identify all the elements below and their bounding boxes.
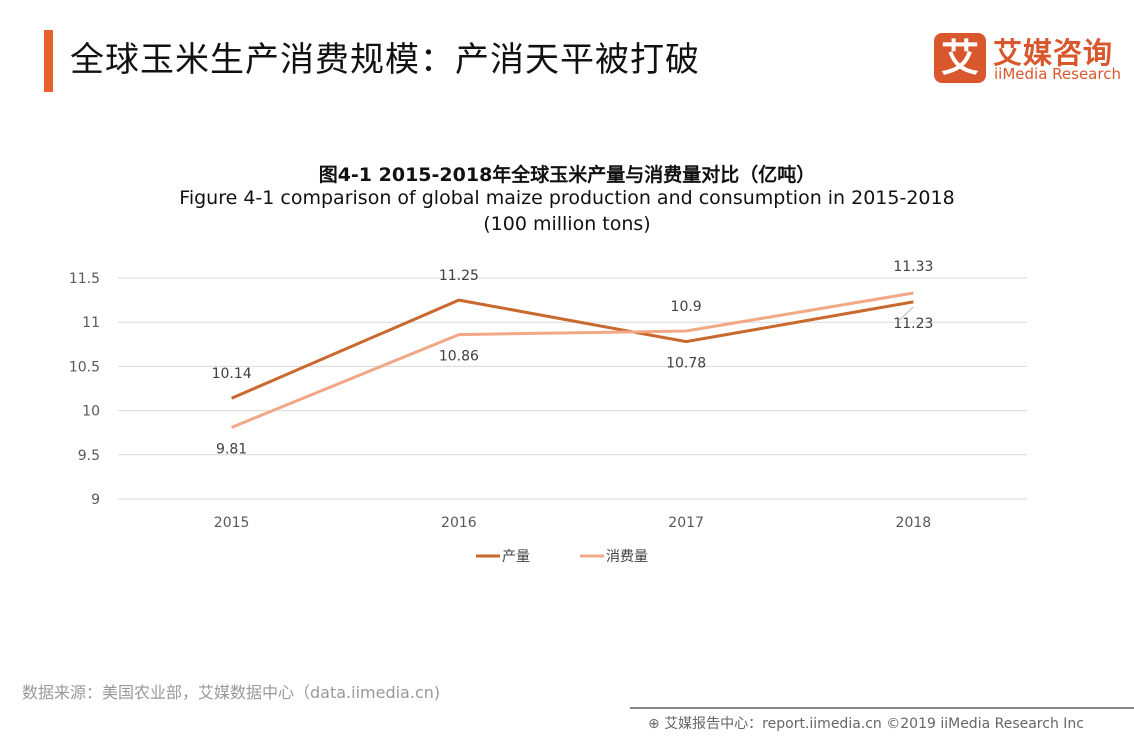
chart-title-cn: 图4-1 2015-2018年全球玉米产量与消费量对比（亿吨）: [318, 164, 816, 186]
leader-line: [898, 306, 914, 322]
legend-label: 消费量: [606, 549, 648, 565]
series-line-production: [231, 298, 914, 400]
y-tick-label: 10: [82, 404, 100, 420]
y-tick-label: 10.5: [69, 359, 100, 375]
data-label: 11.25: [439, 268, 479, 284]
logo-text-cn: 艾媒咨询: [993, 36, 1114, 70]
title-accent-bar: [44, 30, 53, 92]
globe-icon: ⊕: [648, 716, 665, 732]
chart-title-en: Figure 4-1 comparison of global maize pr…: [179, 187, 955, 209]
logo-mark: 艾: [934, 33, 986, 83]
footer-copyright: ⊕ 艾媒报告中心：report.iimedia.cn ©2019 iiMedia…: [648, 713, 1084, 733]
data-label: 10.14: [212, 366, 252, 382]
x-tick-label: 2018: [896, 515, 932, 531]
data-label: 10.86: [439, 349, 479, 365]
x-tick-label: 2017: [668, 515, 704, 531]
legend-label: 产量: [502, 549, 530, 565]
data-label: 11.23: [893, 316, 933, 332]
data-label: 10.78: [666, 356, 706, 372]
series-line-consumption: [231, 291, 914, 429]
footer-copyright-text: 艾媒报告中心：report.iimedia.cn ©2019 iiMedia R…: [664, 716, 1084, 732]
page-title: 全球玉米生产消费规模：产消天平被打破: [70, 40, 700, 80]
x-tick-label: 2015: [214, 515, 250, 531]
data-label: 11.33: [893, 259, 933, 275]
footer-divider: [630, 707, 1134, 709]
logo-text-en: iiMedia Research: [994, 65, 1121, 83]
y-tick-label: 11: [82, 315, 100, 331]
x-tick-label: 2016: [441, 515, 477, 531]
y-tick-label: 9.5: [78, 448, 100, 464]
chart-title-unit: (100 million tons): [483, 213, 651, 235]
data-label: 10.9: [671, 299, 702, 315]
y-tick-label: 11.5: [69, 271, 100, 287]
chart: 9 9.5 10 10.5 11 11.5 2015 2016 2017 2018 10.14 11.…: [69, 259, 1027, 565]
source-note: 数据来源：美国农业部，艾媒数据中心（data.iimedia.cn): [22, 683, 441, 702]
data-label: 9.81: [216, 441, 247, 457]
y-tick-label: 9: [91, 492, 100, 508]
